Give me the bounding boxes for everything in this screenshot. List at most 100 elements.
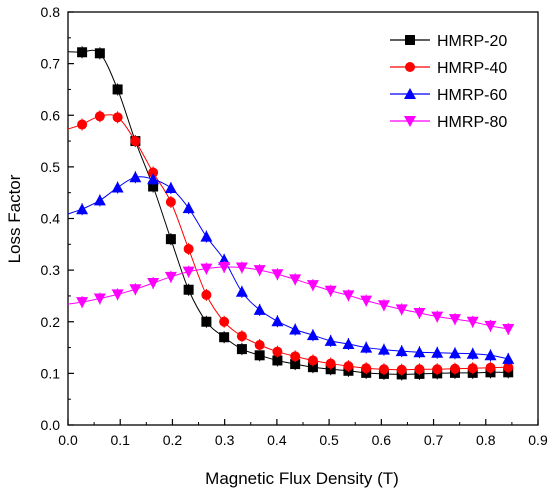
- y-tick-label: 0.1: [41, 365, 61, 381]
- data-point-hmrp-60: [342, 337, 355, 349]
- data-point-hmrp-60: [448, 347, 461, 359]
- x-tick-label: 0.6: [372, 432, 392, 448]
- data-point-hmrp-40: [485, 362, 496, 373]
- data-point-hmrp-80: [395, 304, 408, 316]
- data-point-hmrp-20: [307, 362, 318, 373]
- data-point-hmrp-40: [290, 351, 301, 362]
- data-point-hmrp-80: [431, 311, 444, 323]
- data-point-hmrp-60: [93, 194, 106, 206]
- x-tick-label: 0.7: [424, 432, 444, 448]
- x-tick-label: 0.4: [267, 432, 287, 448]
- y-tick-label: 0.0: [41, 417, 61, 433]
- data-point-hmrp-60: [377, 343, 390, 355]
- data-point-hmrp-80: [271, 269, 284, 281]
- axes-layer: 0.0 0.1 0.2 0.3 0.4 0.5 0.6 0.7 0.8 0.9 0.0 0.1 0.2 0…: [41, 4, 548, 448]
- x-tick-label: 0.8: [476, 432, 496, 448]
- data-point-hmrp-40: [378, 364, 389, 375]
- x-tick-label: 0.1: [110, 432, 130, 448]
- legend-item-hmrp-60: HMRP-60: [390, 87, 507, 104]
- data-point-hmrp-20: [77, 47, 88, 58]
- data-point-hmrp-80: [93, 293, 106, 305]
- data-point-hmrp-20: [183, 284, 194, 295]
- data-point-hmrp-60: [395, 345, 408, 357]
- data-point-hmrp-40: [201, 289, 212, 300]
- data-point-hmrp-40: [503, 362, 514, 373]
- data-point-hmrp-40: [112, 112, 123, 123]
- data-point-hmrp-80: [324, 285, 337, 297]
- data-point-hmrp-20: [290, 359, 301, 370]
- legend-item-hmrp-40: HMRP-40: [390, 60, 507, 77]
- data-point-hmrp-60: [76, 203, 89, 215]
- legend-label: HMRP-40: [437, 60, 507, 77]
- data-point-hmrp-20: [112, 84, 123, 95]
- data-point-hmrp-40: [219, 316, 230, 327]
- series-hmrp-80: [67, 261, 515, 335]
- data-point-hmrp-40: [432, 364, 443, 375]
- data-point-hmrp-40: [361, 363, 372, 374]
- data-point-hmrp-60: [413, 346, 426, 358]
- data-point-hmrp-80: [164, 271, 177, 283]
- data-point-hmrp-80: [129, 284, 142, 296]
- legend-label: HMRP-20: [437, 33, 507, 50]
- data-point-hmrp-40: [414, 364, 425, 375]
- data-point-hmrp-40: [183, 243, 194, 254]
- data-point-hmrp-80: [218, 262, 231, 274]
- legend-item-hmrp-20: HMRP-20: [390, 33, 507, 50]
- y-tick-label: 0.6: [41, 107, 61, 123]
- y-tick-label: 0.3: [41, 262, 61, 278]
- data-point-hmrp-40: [236, 331, 247, 342]
- data-point-hmrp-40: [254, 339, 265, 350]
- data-point-hmrp-40: [77, 119, 88, 130]
- data-point-hmrp-80: [111, 289, 124, 301]
- data-point-hmrp-60: [271, 315, 284, 327]
- data-point-hmrp-40: [272, 346, 283, 357]
- legend: HMRP-20 HMRP-40 HMRP-60 HMRP-80: [390, 33, 507, 131]
- data-point-hmrp-80: [147, 278, 160, 290]
- data-point-hmrp-80: [289, 274, 302, 286]
- data-point-hmrp-60: [360, 341, 373, 353]
- data-point-hmrp-20: [219, 332, 230, 343]
- data-point-hmrp-80: [466, 316, 479, 328]
- data-point-hmrp-80: [413, 307, 426, 319]
- legend-marker: [404, 116, 416, 127]
- legend-label: HMRP-60: [437, 87, 507, 104]
- data-point-hmrp-60: [502, 352, 515, 364]
- data-point-hmrp-80: [306, 280, 319, 292]
- series-hmrp-60: [67, 171, 515, 365]
- data-point-hmrp-60: [235, 285, 248, 297]
- data-point-hmrp-80: [502, 323, 515, 335]
- y-tick-label: 0.2: [41, 314, 61, 330]
- data-point-hmrp-20: [148, 181, 159, 192]
- y-tick-label: 0.8: [41, 4, 61, 20]
- data-point-hmrp-60: [484, 349, 497, 361]
- data-point-hmrp-40: [467, 363, 478, 374]
- data-point-hmrp-20: [201, 316, 212, 327]
- data-point-hmrp-60: [306, 329, 319, 341]
- data-point-hmrp-40: [396, 364, 407, 375]
- data-point-hmrp-80: [253, 265, 266, 277]
- data-point-hmrp-40: [307, 355, 318, 366]
- legend-marker: [405, 35, 415, 45]
- data-point-hmrp-60: [164, 182, 177, 194]
- data-point-hmrp-80: [377, 300, 390, 312]
- data-point-hmrp-80: [448, 314, 461, 326]
- legend-item-hmrp-80: HMRP-80: [390, 114, 507, 131]
- x-axis-title: Magnetic Flux Density (T): [205, 469, 399, 488]
- data-point-hmrp-80: [235, 262, 248, 274]
- data-point-hmrp-60: [182, 202, 195, 214]
- data-point-hmrp-20: [94, 48, 105, 59]
- x-tick-label: 0.0: [58, 432, 78, 448]
- data-point-hmrp-40: [148, 167, 159, 178]
- legend-marker: [404, 88, 416, 99]
- x-tick-label: 0.9: [528, 432, 548, 448]
- legend-marker: [405, 62, 415, 72]
- series-layer: [67, 46, 515, 381]
- y-tick-label: 0.7: [41, 56, 61, 72]
- series-hmrp-40: [67, 110, 514, 376]
- data-point-hmrp-60: [431, 346, 444, 358]
- data-point-hmrp-20: [272, 355, 283, 366]
- y-axis-title: Loss Factor: [5, 174, 24, 263]
- data-point-hmrp-60: [147, 173, 160, 185]
